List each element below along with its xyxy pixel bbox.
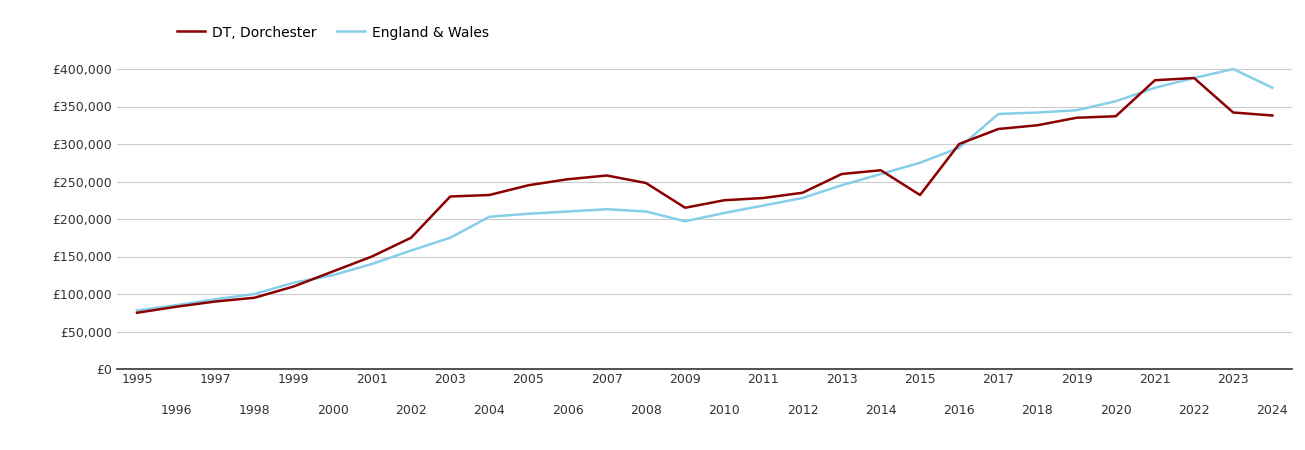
DT, Dorchester: [1147, 77, 1163, 83]
England & Wales: [1186, 75, 1202, 81]
DT, Dorchester: [403, 235, 419, 240]
DT, Dorchester: [560, 176, 576, 182]
England & Wales: [286, 280, 301, 285]
England & Wales: [403, 248, 419, 253]
Line: England & Wales: England & Wales: [137, 69, 1272, 310]
DT, Dorchester: [599, 173, 615, 178]
England & Wales: [207, 297, 223, 302]
England & Wales: [442, 235, 458, 240]
DT, Dorchester: [834, 171, 850, 177]
England & Wales: [129, 308, 145, 313]
England & Wales: [716, 210, 732, 216]
DT, Dorchester: [521, 183, 536, 188]
England & Wales: [912, 160, 928, 166]
DT, Dorchester: [756, 195, 771, 201]
England & Wales: [325, 273, 341, 278]
Legend: DT, Dorchester, England & Wales: DT, Dorchester, England & Wales: [171, 20, 495, 45]
England & Wales: [1265, 85, 1280, 90]
England & Wales: [560, 209, 576, 214]
England & Wales: [168, 302, 184, 308]
DT, Dorchester: [1030, 122, 1045, 128]
DT, Dorchester: [990, 126, 1006, 132]
DT, Dorchester: [1108, 113, 1124, 119]
England & Wales: [482, 214, 497, 220]
England & Wales: [834, 183, 850, 188]
DT, Dorchester: [482, 192, 497, 198]
DT, Dorchester: [795, 190, 810, 195]
DT, Dorchester: [207, 299, 223, 304]
England & Wales: [990, 111, 1006, 117]
England & Wales: [1069, 108, 1084, 113]
DT, Dorchester: [677, 205, 693, 211]
England & Wales: [638, 209, 654, 214]
England & Wales: [599, 207, 615, 212]
DT, Dorchester: [1225, 110, 1241, 115]
Line: DT, Dorchester: DT, Dorchester: [137, 78, 1272, 313]
DT, Dorchester: [1069, 115, 1084, 121]
DT, Dorchester: [873, 167, 889, 173]
DT, Dorchester: [1265, 113, 1280, 118]
England & Wales: [1108, 99, 1124, 104]
England & Wales: [364, 261, 380, 267]
England & Wales: [1225, 66, 1241, 72]
England & Wales: [1030, 110, 1045, 115]
DT, Dorchester: [168, 304, 184, 310]
DT, Dorchester: [716, 198, 732, 203]
DT, Dorchester: [638, 180, 654, 186]
DT, Dorchester: [364, 254, 380, 259]
England & Wales: [1147, 85, 1163, 90]
England & Wales: [521, 211, 536, 216]
England & Wales: [951, 145, 967, 150]
DT, Dorchester: [951, 141, 967, 147]
England & Wales: [756, 203, 771, 208]
DT, Dorchester: [912, 192, 928, 198]
DT, Dorchester: [129, 310, 145, 315]
England & Wales: [795, 195, 810, 201]
DT, Dorchester: [1186, 75, 1202, 81]
England & Wales: [677, 219, 693, 224]
DT, Dorchester: [325, 269, 341, 274]
DT, Dorchester: [247, 295, 262, 301]
England & Wales: [247, 291, 262, 297]
DT, Dorchester: [442, 194, 458, 199]
DT, Dorchester: [286, 284, 301, 289]
England & Wales: [873, 171, 889, 177]
